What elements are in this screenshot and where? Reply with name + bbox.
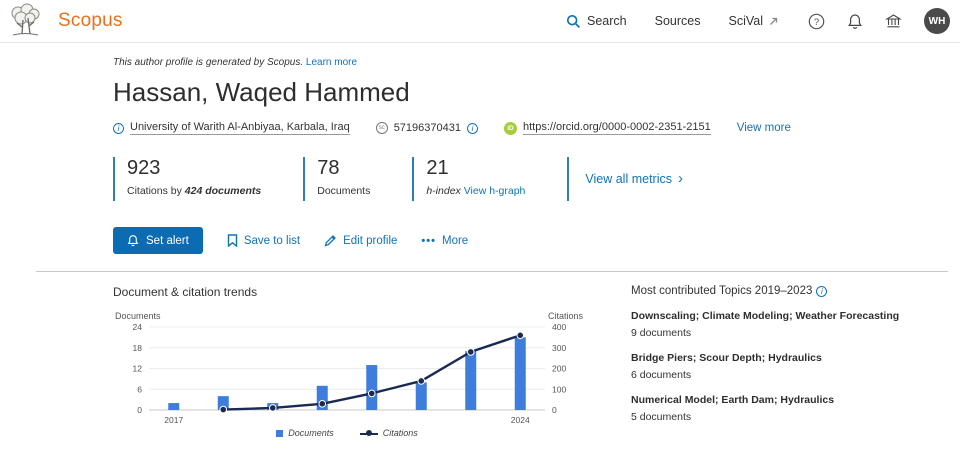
svg-text:12: 12 bbox=[133, 364, 143, 374]
ellipsis-icon: ••• bbox=[421, 234, 436, 247]
affiliation-link[interactable]: University of Warith Al-Anbiyaa, Karbala… bbox=[130, 121, 350, 135]
scopus-id-info-icon[interactable]: i bbox=[466, 122, 478, 134]
nav-scival-label: SciVal bbox=[728, 14, 763, 28]
banner-text: This author profile is generated by Scop… bbox=[113, 57, 304, 68]
author-name-heading: Hassan, Waqed Hammed bbox=[113, 77, 410, 107]
view-more-link[interactable]: View more bbox=[736, 122, 791, 134]
institution-button[interactable] bbox=[885, 13, 902, 29]
svg-text:400: 400 bbox=[552, 322, 566, 332]
svg-text:6: 6 bbox=[137, 384, 142, 394]
view-all-metrics-block: View all metrics › bbox=[567, 157, 683, 201]
bottom-section: Document & citation trends Documents Cit… bbox=[0, 272, 960, 438]
documents-metric: 78 Documents bbox=[303, 157, 370, 201]
header-nav: Search Sources SciVal bbox=[566, 14, 778, 29]
orcid-icon: iD bbox=[503, 121, 517, 135]
topic-item: Downscaling; Climate Modeling; Weather F… bbox=[631, 310, 960, 339]
trends-panel: Document & citation trends Documents Cit… bbox=[113, 285, 603, 438]
bookmark-icon bbox=[227, 234, 238, 247]
right-axis-label: Citations bbox=[547, 311, 583, 321]
set-alert-button[interactable]: Set alert bbox=[113, 227, 203, 254]
section-divider bbox=[36, 271, 948, 272]
svg-text:200: 200 bbox=[552, 364, 566, 374]
svg-text:0: 0 bbox=[137, 405, 142, 415]
svg-text:0: 0 bbox=[552, 405, 557, 415]
brand-wordmark: Scopus bbox=[58, 10, 123, 31]
more-button[interactable]: ••• More bbox=[421, 234, 469, 247]
topic-count: 9 documents bbox=[631, 327, 692, 339]
notifications-bell-button[interactable] bbox=[847, 13, 863, 30]
nav-scival[interactable]: SciVal bbox=[728, 14, 778, 28]
topic-count: 6 documents bbox=[631, 369, 692, 381]
elsevier-tree-logo-icon bbox=[8, 3, 42, 39]
search-icon bbox=[566, 14, 581, 29]
svg-text:2024: 2024 bbox=[511, 415, 530, 425]
legend-documents: Documents bbox=[276, 428, 334, 438]
chevron-right-icon: › bbox=[678, 170, 683, 187]
topic-item: Bridge Piers; Scour Depth; Hydraulics 6 … bbox=[631, 352, 960, 381]
svg-text:300: 300 bbox=[552, 343, 566, 353]
documents-label: Documents bbox=[317, 185, 371, 197]
profile-section: This author profile is generated by Scop… bbox=[0, 57, 960, 254]
nav-search[interactable]: Search bbox=[566, 14, 627, 29]
svg-text:24: 24 bbox=[133, 322, 143, 332]
help-glyph: ? bbox=[814, 17, 819, 28]
svg-text:100: 100 bbox=[552, 384, 566, 394]
bell-icon bbox=[127, 234, 139, 247]
header-icon-row: ? WH bbox=[808, 8, 950, 34]
citations-label: Citations by 424 documents bbox=[127, 185, 262, 197]
documents-citations-chart: 0 0 6 100 12 200 18 300 24 400 2017 2024 bbox=[133, 322, 567, 425]
documents-swatch-icon bbox=[276, 429, 284, 437]
help-button[interactable]: ? bbox=[808, 13, 825, 30]
citations-metric: 923 Citations by 424 documents bbox=[113, 157, 261, 201]
documents-value: 78 bbox=[317, 157, 340, 179]
affiliation-info-icon[interactable]: i bbox=[113, 122, 124, 134]
scopus-home-link[interactable]: Scopus bbox=[8, 3, 123, 39]
scopus-author-id: 57196370431 bbox=[393, 122, 461, 134]
nav-search-label: Search bbox=[587, 14, 627, 28]
hindex-value: 21 bbox=[426, 157, 449, 179]
external-link-icon bbox=[769, 17, 778, 26]
hindex-label: h-index View h-graph bbox=[426, 185, 526, 197]
hindex-metric: 21 h-index View h-graph bbox=[412, 157, 525, 201]
scopus-id-icon: sc bbox=[375, 122, 388, 134]
topic-name: Bridge Piers; Scour Depth; Hydraulics bbox=[631, 352, 822, 364]
pencil-icon bbox=[324, 234, 337, 247]
topics-panel: Most contributed Topics 2019–2023 i Down… bbox=[631, 285, 960, 438]
topics-title: Most contributed Topics 2019–2023 bbox=[631, 285, 813, 297]
topic-item: Numerical Model; Earth Dam; Hydraulics 5… bbox=[631, 394, 960, 423]
view-h-graph-link[interactable]: View h-graph bbox=[463, 185, 526, 197]
view-all-metrics-link[interactable]: View all metrics › bbox=[585, 170, 683, 187]
learn-more-link[interactable]: Learn more bbox=[305, 57, 358, 68]
topics-info-icon[interactable]: i bbox=[816, 285, 828, 297]
actions-row: Set alert Save to list Edit profile ••• … bbox=[113, 227, 948, 254]
svg-text:2017: 2017 bbox=[164, 415, 183, 425]
metrics-row: 923 Citations by 424 documents 78 Docume… bbox=[113, 157, 948, 201]
svg-text:18: 18 bbox=[133, 343, 143, 353]
trends-title: Document & citation trends bbox=[113, 285, 258, 299]
chart-legend: Documents Citations bbox=[149, 428, 545, 438]
orcid-link[interactable]: https://orcid.org/0000-0002-2351-2151 bbox=[522, 121, 711, 135]
affiliation-row: i University of Warith Al-Anbiyaa, Karba… bbox=[113, 121, 948, 135]
topic-name: Numerical Model; Earth Dam; Hydraulics bbox=[631, 394, 835, 406]
nav-sources-label: Sources bbox=[654, 14, 701, 28]
topic-count: 5 documents bbox=[631, 411, 692, 423]
legend-citations: Citations bbox=[359, 428, 418, 438]
save-to-list-button[interactable]: Save to list bbox=[227, 234, 300, 247]
left-axis-label: Documents bbox=[115, 311, 161, 321]
generated-profile-banner: This author profile is generated by Scop… bbox=[113, 57, 948, 68]
edit-profile-button[interactable]: Edit profile bbox=[324, 234, 397, 247]
app-header: Scopus Search Sources SciVal bbox=[0, 0, 960, 43]
citations-value: 923 bbox=[127, 157, 161, 179]
topic-name: Downscaling; Climate Modeling; Weather F… bbox=[631, 310, 900, 322]
citations-line-icon bbox=[359, 430, 378, 437]
user-avatar[interactable]: WH bbox=[924, 8, 950, 34]
nav-sources[interactable]: Sources bbox=[655, 14, 701, 28]
